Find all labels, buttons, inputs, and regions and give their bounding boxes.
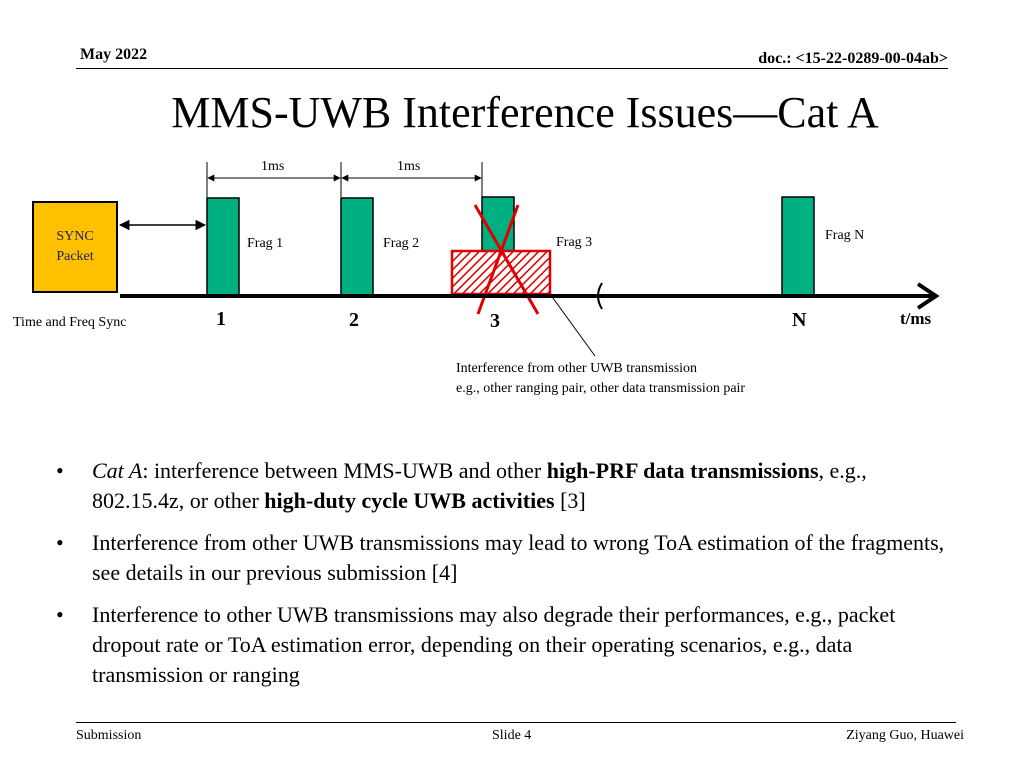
axis-tick-n: N — [792, 309, 807, 331]
fragment-label-n: Frag N — [825, 228, 865, 243]
timing-diagram — [118, 162, 940, 357]
axis-tick-2: 2 — [349, 309, 359, 331]
footer-author: Ziyang Guo, Huawei — [846, 728, 964, 743]
footer-divider — [76, 722, 956, 723]
header-date: May 2022 — [80, 46, 148, 63]
time-axis-arrowhead — [916, 282, 940, 310]
footer-left: Submission — [76, 728, 142, 743]
interval-label-1: 1ms — [261, 159, 285, 174]
interference-pointer — [549, 293, 596, 357]
interval-label-2: 1ms — [397, 159, 421, 174]
sync-line-2: Packet — [56, 249, 94, 264]
sync-caption: Time and Freq Sync — [13, 315, 127, 330]
bullet-item-degrade: Interference to other UWB transmissions … — [56, 600, 956, 690]
sync-line-1: SYNC — [56, 229, 94, 244]
header-divider — [76, 68, 948, 69]
axis-tick-3: 3 — [490, 310, 500, 332]
bullet-emphasis: high-duty cycle UWB activities — [264, 488, 555, 513]
fragment-label-3: Frag 3 — [556, 235, 593, 250]
bullet-list: Cat A: interference between MMS-UWB and … — [56, 456, 956, 702]
fragment-label-1: Frag 1 — [247, 236, 284, 251]
bullet-item-toa: Interference from other UWB transmission… — [56, 528, 956, 588]
bullet-emphasis: high-PRF data transmissions — [546, 458, 819, 483]
bullet-term: Cat A — [92, 458, 143, 483]
interference-block — [450, 249, 552, 296]
bullet-item-cat-a: Cat A: interference between MMS-UWB and … — [56, 456, 956, 516]
fragment-bar-n — [781, 196, 815, 297]
interference-note-line-1: Interference from other UWB transmission — [456, 361, 698, 376]
axis-break-mark — [597, 282, 603, 310]
slide-title: MMS-UWB Interference Issues—Cat A — [171, 88, 879, 137]
bullet-text: [3] — [554, 488, 586, 513]
bullet-text: , e.g., 802.15.4z, or other — [92, 458, 867, 513]
header-doc-id: doc.: <15-22-0289-00-04ab> — [758, 50, 948, 67]
fragment-bar-2 — [340, 197, 374, 297]
footer-slide-number: Slide 4 — [492, 728, 532, 743]
interference-note-line-2: e.g., other ranging pair, other data tra… — [456, 381, 746, 396]
bullet-text: : interference between MMS-UWB and other — [142, 458, 547, 483]
fragment-bar-1 — [206, 197, 240, 297]
sync-packet-box: SYNC Packet — [32, 201, 118, 293]
axis-label: t/ms — [900, 309, 932, 328]
fragment-label-2: Frag 2 — [383, 236, 420, 251]
axis-tick-1: 1 — [216, 308, 226, 330]
